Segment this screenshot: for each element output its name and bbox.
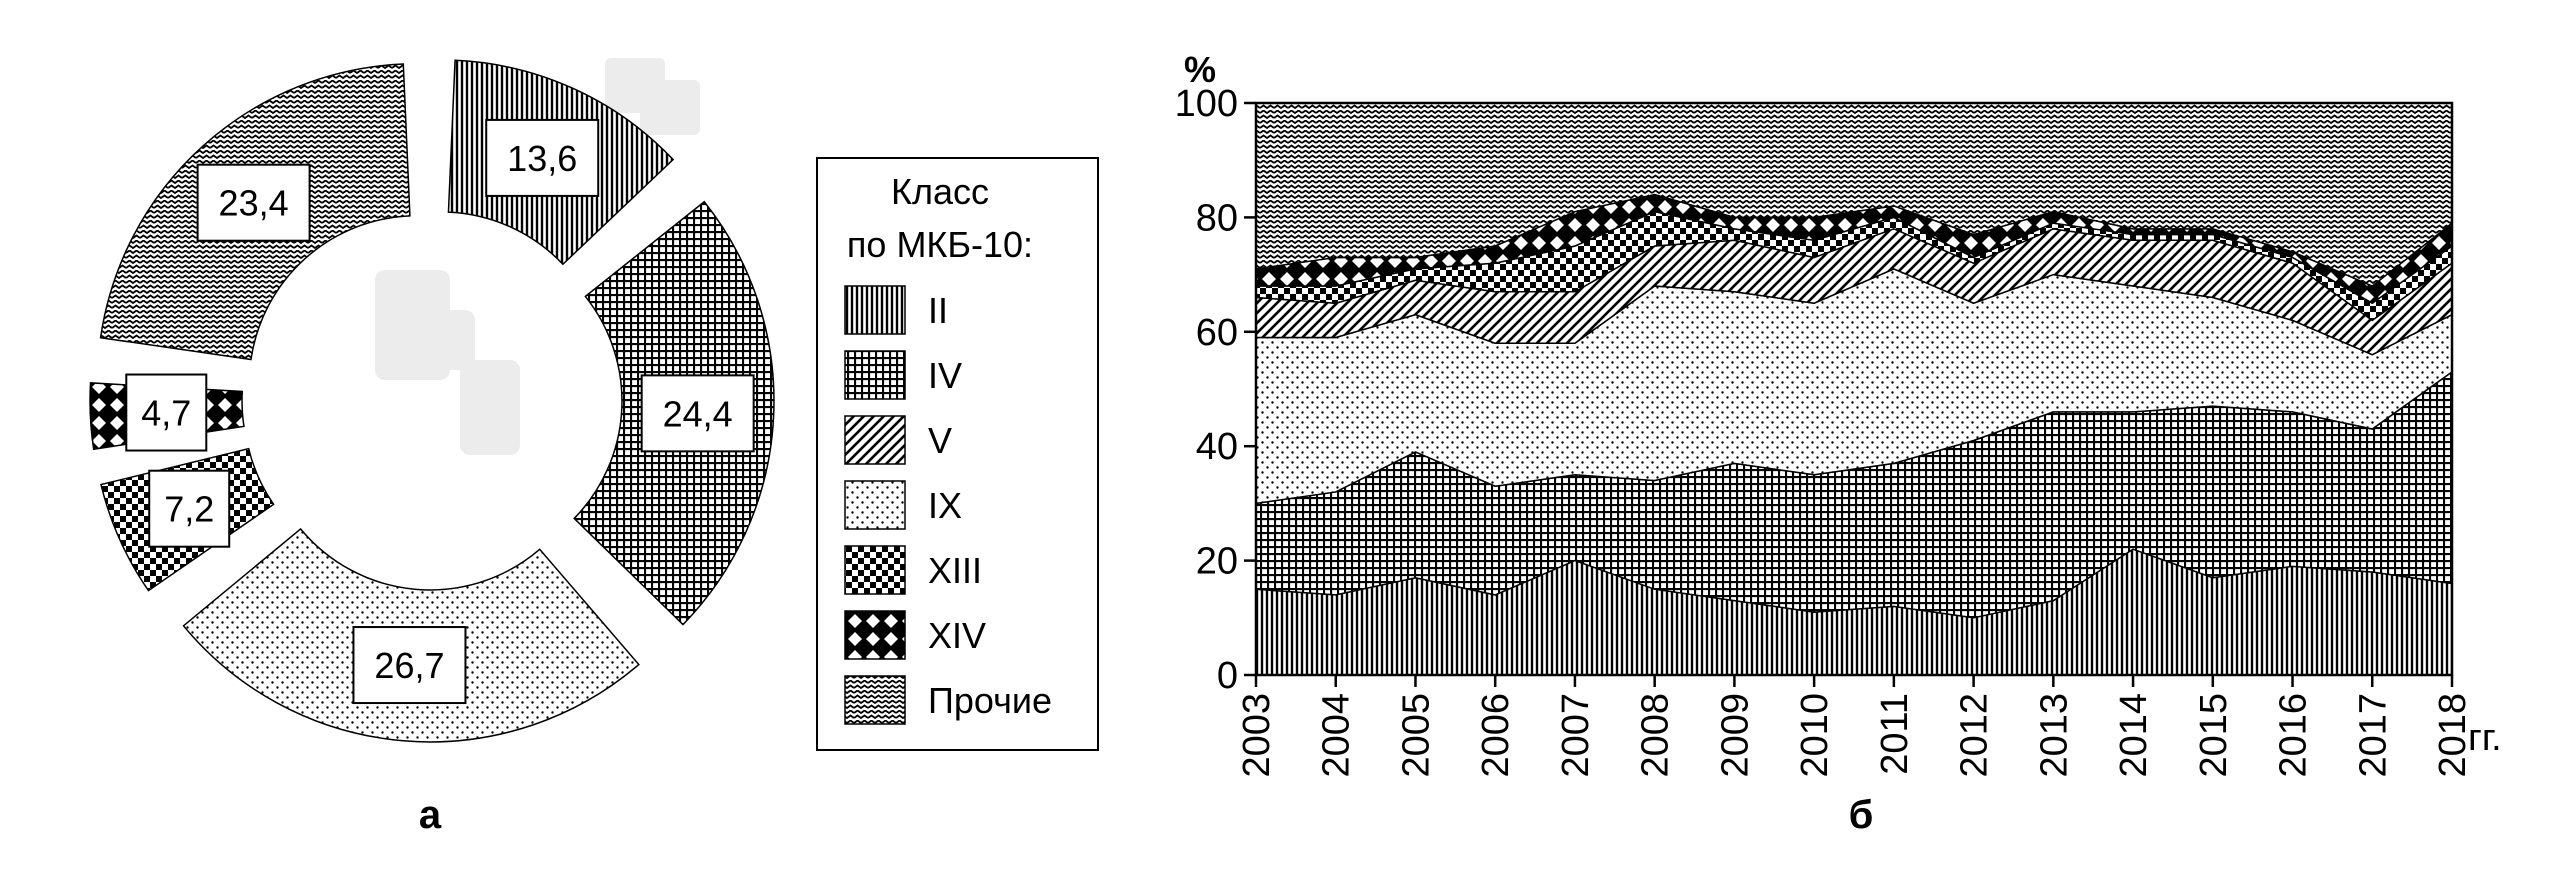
legend: Класс по МКБ-10: II IV V IX XIII XIV Прочие xyxy=(816,157,1099,751)
scan-artifacts xyxy=(375,58,700,455)
legend-label-iv: IV xyxy=(928,355,962,396)
x-tick-label-2012: 2012 xyxy=(1954,693,1996,778)
y-tick-label-60: 60 xyxy=(1196,312,1238,354)
y-tick-label-80: 80 xyxy=(1196,197,1238,239)
legend-title-line2: по МКБ-10: xyxy=(847,224,1033,265)
legend-label-xiii: XIII xyxy=(928,550,982,591)
plot-frame xyxy=(1254,101,2454,677)
donut-label-box-iv xyxy=(640,374,755,453)
x-tick-label-2004: 2004 xyxy=(1316,693,1358,778)
legend-swatch-xiii xyxy=(844,545,906,595)
panel-label-b: б xyxy=(1849,793,1874,837)
x-tick-label-2003: 2003 xyxy=(1236,693,1278,778)
x-tick-label-2017: 2017 xyxy=(2352,693,2394,778)
donut-chart: 13,6 24,4 26,7 7,2 4,7 23,4 xyxy=(89,59,775,743)
x-tick-label-2011: 2011 xyxy=(1874,693,1916,775)
y-tick-label-40: 40 xyxy=(1196,426,1238,468)
legend-label-ii: II xyxy=(928,290,948,331)
donut-label-box-ii xyxy=(485,118,600,197)
legend-label-other: Прочие xyxy=(928,680,1052,721)
legend-swatch-iv xyxy=(844,350,906,400)
x-tick-label-2018: 2018 xyxy=(2432,693,2474,778)
legend-swatch-ix xyxy=(844,480,906,530)
donut-label-iv: 24,4 xyxy=(663,393,733,434)
donut-label-xiii: 7,2 xyxy=(164,489,214,530)
legend-title-line1: Класс xyxy=(891,171,989,212)
x-tick-label-2016: 2016 xyxy=(2273,693,2315,778)
legend-items: II IV V IX XIII XIV Прочие xyxy=(844,285,1052,725)
stacked-area-chart: 0 20 40 60 80 100 2003 2004 2005 2006 2007 2008 2009… xyxy=(1175,83,2474,778)
donut-label-box-ix xyxy=(352,626,467,705)
x-tick-label-2014: 2014 xyxy=(2113,693,2155,778)
donut-label-other: 23,4 xyxy=(219,183,289,224)
donut-label-box-xiv xyxy=(125,373,208,452)
legend-label-v: V xyxy=(928,420,952,461)
y-unit-label: % xyxy=(1184,49,1216,90)
legend-swatch-other xyxy=(844,675,906,725)
donut-label-box-other xyxy=(196,163,311,242)
x-tick-label-2008: 2008 xyxy=(1635,693,1677,778)
x-tick-label-2007: 2007 xyxy=(1555,693,1597,778)
legend-swatch-xiv xyxy=(844,610,906,660)
x-tick-label-2013: 2013 xyxy=(2033,693,2075,778)
x-tick-label-2006: 2006 xyxy=(1475,693,1517,778)
donut-label-ii: 13,6 xyxy=(507,138,577,179)
x-tick-label-2010: 2010 xyxy=(1794,693,1836,778)
x-tick-label-2015: 2015 xyxy=(2193,693,2235,778)
donut-label-box-xiii xyxy=(148,469,231,548)
panel-label-a: а xyxy=(419,793,442,837)
donut-label-ix: 26,7 xyxy=(374,645,444,686)
x-unit-label: гг. xyxy=(2468,717,2502,759)
y-tick-label-0: 0 xyxy=(1217,655,1238,697)
legend-swatch-v xyxy=(844,415,906,465)
x-tick-label-2005: 2005 xyxy=(1395,693,1437,778)
y-tick-label-20: 20 xyxy=(1196,541,1238,583)
y-tick-label-100: 100 xyxy=(1175,83,1238,125)
legend-swatch-ii xyxy=(844,285,906,335)
legend-label-ix: IX xyxy=(928,485,962,526)
donut-label-xiv: 4,7 xyxy=(141,393,191,434)
x-tick-label-2009: 2009 xyxy=(1714,693,1756,778)
legend-label-xiv: XIV xyxy=(928,615,986,656)
